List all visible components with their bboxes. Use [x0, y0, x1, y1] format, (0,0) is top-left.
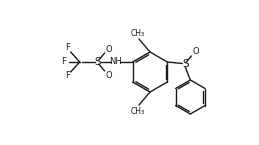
Text: NH: NH: [109, 57, 122, 66]
Text: S: S: [182, 59, 189, 69]
Text: S: S: [94, 57, 101, 67]
Text: F: F: [65, 71, 70, 80]
Text: F: F: [61, 58, 66, 67]
Text: CH₃: CH₃: [131, 29, 145, 38]
Text: O: O: [105, 45, 112, 54]
Text: O: O: [192, 47, 199, 56]
Text: CH₃: CH₃: [131, 106, 145, 116]
Text: O: O: [105, 70, 112, 79]
Text: F: F: [65, 44, 70, 52]
